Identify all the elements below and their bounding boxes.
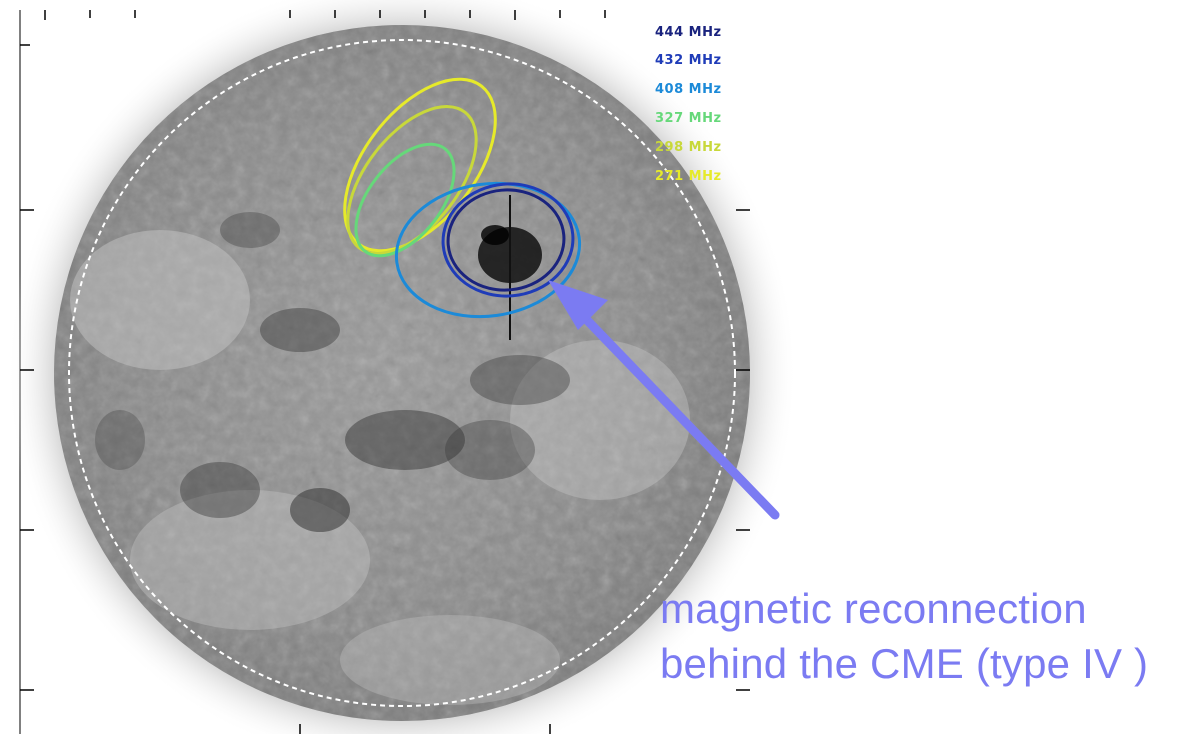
legend-entry-327: 327 MHz: [655, 111, 722, 126]
contour-298: [346, 105, 478, 255]
legend-label: 444 MHz: [655, 25, 722, 40]
annotation-arrow: [548, 280, 780, 520]
legend-entry-432: 432 MHz: [655, 53, 722, 68]
legend-label: 432 MHz: [655, 53, 722, 68]
legend-entry-444: 444 MHz: [655, 25, 722, 40]
legend-label: 271 MHz: [655, 169, 722, 184]
contour-432: [441, 182, 575, 298]
legend-entry-408: 408 MHz: [655, 82, 722, 97]
radio-contours: [343, 77, 582, 319]
legend-label: 408 MHz: [655, 82, 722, 97]
legend-label: 327 MHz: [655, 111, 722, 126]
contour-444: [446, 188, 566, 292]
axis-ticks: [20, 10, 750, 734]
contour-408: [394, 181, 582, 319]
contour-327: [354, 142, 456, 258]
legend-entry-298: 298 MHz: [655, 140, 722, 155]
caption-line-1: magnetic reconnection: [660, 585, 1087, 632]
legend-entry-271: 271 MHz: [655, 169, 722, 184]
caption-line-2: behind the CME (type IV ): [660, 640, 1149, 687]
limb-outline: [68, 39, 736, 707]
legend-label: 298 MHz: [655, 140, 722, 155]
